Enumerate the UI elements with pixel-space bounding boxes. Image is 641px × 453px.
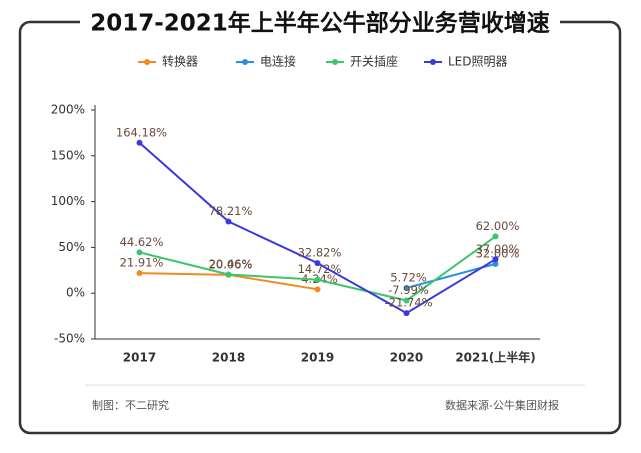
legend-dot: [332, 59, 338, 65]
point: [314, 276, 321, 283]
point: [492, 233, 499, 240]
y-tick-label: 50%: [58, 240, 85, 254]
x-tick-label: 2018: [212, 351, 245, 365]
legend-label: 开关插座: [350, 54, 398, 69]
source: 数据来源-公牛集团财报: [445, 398, 559, 412]
x-tick-label: 2020: [390, 351, 423, 365]
legend-label: 电连接: [260, 54, 296, 69]
value-label: -7.99%: [388, 283, 429, 297]
point: [314, 260, 321, 267]
value-label: 37.00%: [476, 242, 520, 256]
x-tick-label: 2019: [301, 351, 334, 365]
legend-label: LED照明器: [448, 55, 508, 69]
point: [225, 271, 232, 278]
y-tick-label: 100%: [51, 194, 85, 208]
y-tick-label: -50%: [54, 332, 85, 346]
y-tick-label: 200%: [51, 103, 85, 117]
value-label: 32.82%: [298, 246, 342, 260]
value-label: 164.18%: [116, 125, 167, 139]
value-label: 78.21%: [209, 204, 253, 218]
value-label: 20.06%: [209, 257, 253, 271]
value-label: 14.72%: [298, 262, 342, 276]
value-label: -21.74%: [385, 296, 433, 310]
chart-title: 2017-2021年上半年公牛部分业务营收增速: [90, 10, 550, 37]
x-tick-label: 2021(上半年): [455, 350, 535, 365]
title-backdrop: [80, 8, 560, 38]
frame: [18, 20, 622, 435]
x-tick-label: 2017: [123, 351, 156, 365]
legend-label: 转换器: [162, 54, 198, 69]
legend-dot: [144, 59, 150, 65]
point: [403, 284, 410, 291]
value-label: 32.00%: [476, 246, 520, 260]
value-label: 21.91%: [120, 256, 164, 270]
point: [403, 310, 410, 317]
point: [225, 218, 232, 225]
legend-dot: [242, 59, 248, 65]
point: [492, 260, 499, 267]
point: [136, 139, 143, 146]
value-label: 5.72%: [390, 270, 427, 284]
legend-dot: [430, 59, 436, 65]
y-tick-label: 150%: [51, 148, 85, 162]
value-label: 44.62%: [120, 235, 164, 249]
point: [492, 256, 499, 263]
point: [136, 249, 143, 256]
y-tick-label: 0%: [66, 286, 85, 300]
point: [314, 286, 321, 293]
point: [403, 297, 410, 304]
value-label: 62.00%: [476, 219, 520, 233]
credit: 制图：不二研究: [92, 398, 169, 412]
value-label: 20.46%: [209, 257, 253, 271]
point: [136, 270, 143, 277]
